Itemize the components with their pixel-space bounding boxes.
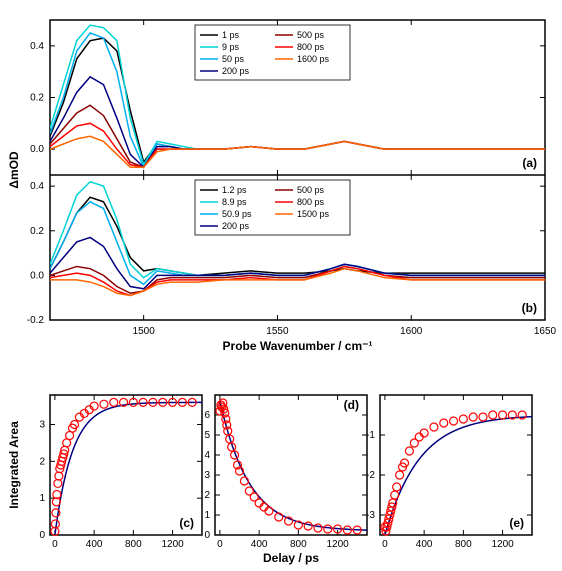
svg-text:3: 3 — [204, 470, 210, 481]
svg-text:800: 800 — [125, 539, 142, 550]
svg-text:0.4: 0.4 — [30, 41, 44, 52]
svg-text:1550: 1550 — [266, 326, 289, 337]
svg-text:Probe Wavenumber / cm⁻¹: Probe Wavenumber / cm⁻¹ — [223, 339, 373, 353]
svg-text:(e): (e) — [509, 516, 524, 530]
svg-text:1: 1 — [39, 493, 45, 504]
svg-text:1.2 ps: 1.2 ps — [222, 185, 247, 195]
svg-text:1650: 1650 — [534, 326, 557, 337]
svg-text:(b): (b) — [522, 301, 537, 315]
svg-text:200 ps: 200 ps — [222, 221, 250, 231]
svg-text:0: 0 — [52, 539, 58, 550]
svg-text:800 ps: 800 ps — [297, 42, 325, 52]
svg-text:500 ps: 500 ps — [297, 30, 325, 40]
svg-text:0: 0 — [39, 530, 45, 541]
svg-text:2: 2 — [204, 490, 210, 501]
svg-text:9 ps: 9 ps — [222, 42, 240, 52]
svg-text:2: 2 — [39, 456, 45, 467]
svg-text:800 ps: 800 ps — [297, 197, 325, 207]
svg-text:500 ps: 500 ps — [297, 185, 325, 195]
svg-text:1600 ps: 1600 ps — [297, 54, 330, 64]
svg-text:3: 3 — [39, 419, 45, 430]
svg-text:1600: 1600 — [400, 326, 423, 337]
svg-text:1500: 1500 — [133, 326, 156, 337]
svg-text:1: 1 — [204, 510, 210, 521]
svg-text:0.2: 0.2 — [30, 226, 44, 237]
svg-text:(c): (c) — [179, 516, 194, 530]
svg-text:Delay / ps: Delay / ps — [263, 551, 319, 565]
svg-text:0.4: 0.4 — [30, 181, 44, 192]
svg-text:400: 400 — [86, 539, 103, 550]
figure: 1500155016001650Probe Wavenumber / cm⁻¹0… — [0, 0, 562, 566]
svg-text:0: 0 — [204, 530, 210, 541]
svg-text:1 ps: 1 ps — [222, 30, 240, 40]
svg-text:1200: 1200 — [491, 539, 514, 550]
svg-text:8.9 ps: 8.9 ps — [222, 197, 247, 207]
svg-text:800: 800 — [290, 539, 307, 550]
svg-text:1500 ps: 1500 ps — [297, 209, 330, 219]
svg-text:0: 0 — [217, 539, 223, 550]
svg-text:(d): (d) — [344, 398, 359, 412]
svg-text:-3: -3 — [366, 510, 375, 521]
svg-text:0.2: 0.2 — [30, 93, 44, 104]
svg-text:800: 800 — [455, 539, 472, 550]
svg-text:Integrated Area: Integrated Area — [7, 421, 21, 509]
svg-text:400: 400 — [251, 539, 268, 550]
svg-text:-1: -1 — [366, 430, 375, 441]
svg-text:(a): (a) — [522, 156, 537, 170]
svg-text:200 ps: 200 ps — [222, 66, 250, 76]
svg-text:-2: -2 — [366, 470, 375, 481]
svg-text:ΔmOD: ΔmOD — [7, 151, 21, 189]
svg-text:0.0: 0.0 — [30, 270, 44, 281]
svg-text:0: 0 — [382, 539, 388, 550]
svg-text:1200: 1200 — [161, 539, 184, 550]
svg-text:4: 4 — [204, 450, 210, 461]
svg-text:1200: 1200 — [326, 539, 349, 550]
svg-text:50 ps: 50 ps — [222, 54, 245, 64]
svg-text:5: 5 — [204, 430, 210, 441]
svg-text:400: 400 — [416, 539, 433, 550]
svg-text:-0.2: -0.2 — [27, 315, 45, 326]
svg-text:0.0: 0.0 — [30, 144, 44, 155]
svg-text:50.9 ps: 50.9 ps — [222, 209, 252, 219]
svg-text:6: 6 — [204, 410, 210, 421]
